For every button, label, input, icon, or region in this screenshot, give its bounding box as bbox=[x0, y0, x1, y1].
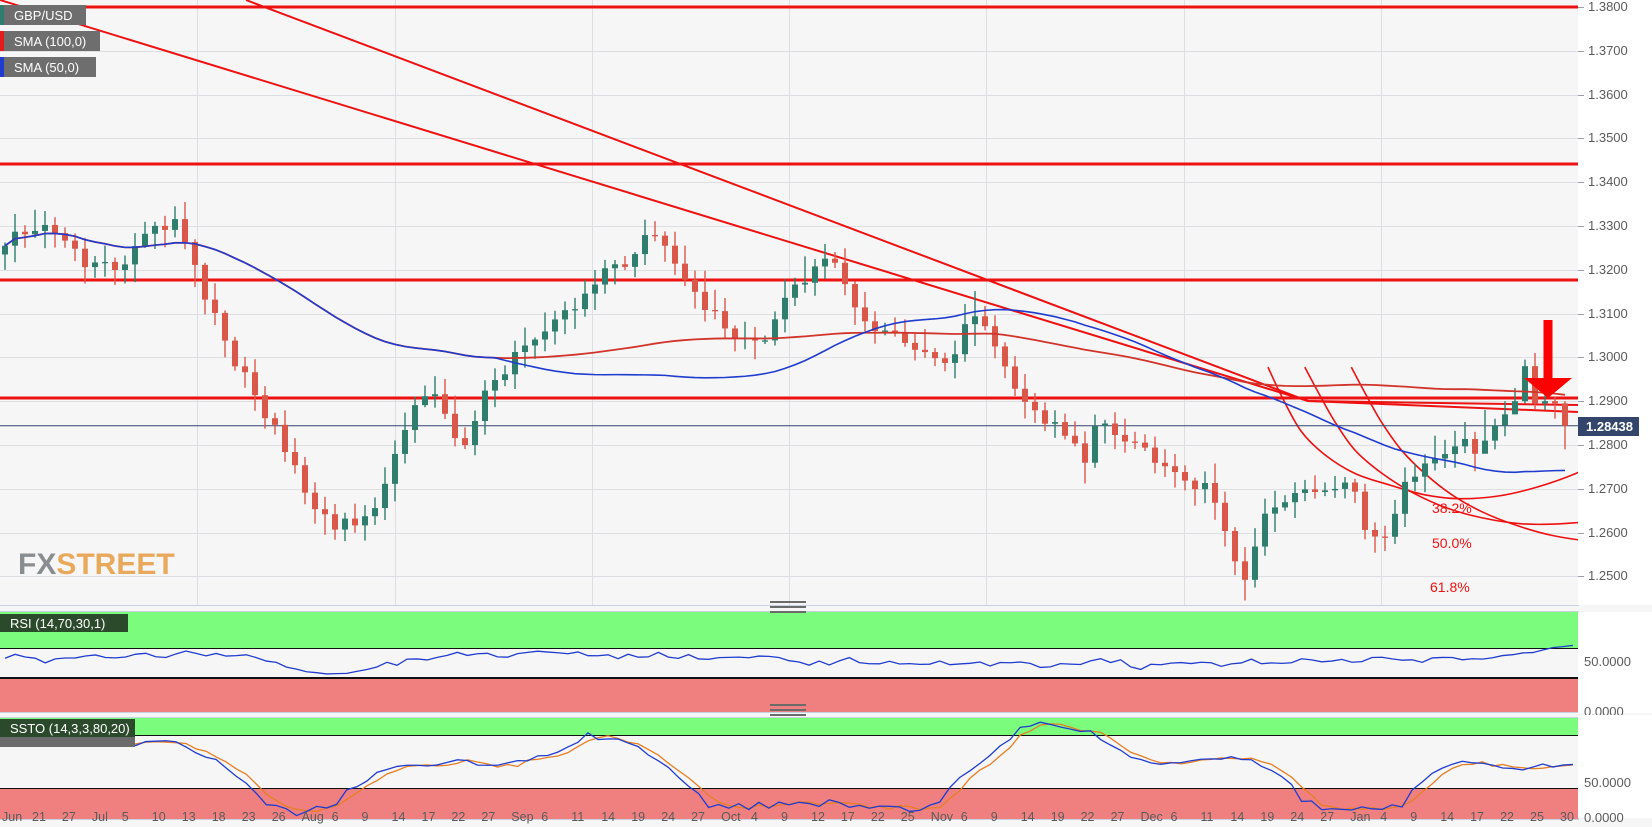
svg-text:50.0%: 50.0% bbox=[1432, 535, 1472, 551]
svg-text:61.8%: 61.8% bbox=[1430, 579, 1470, 595]
svg-text:38.2%: 38.2% bbox=[1432, 500, 1472, 516]
